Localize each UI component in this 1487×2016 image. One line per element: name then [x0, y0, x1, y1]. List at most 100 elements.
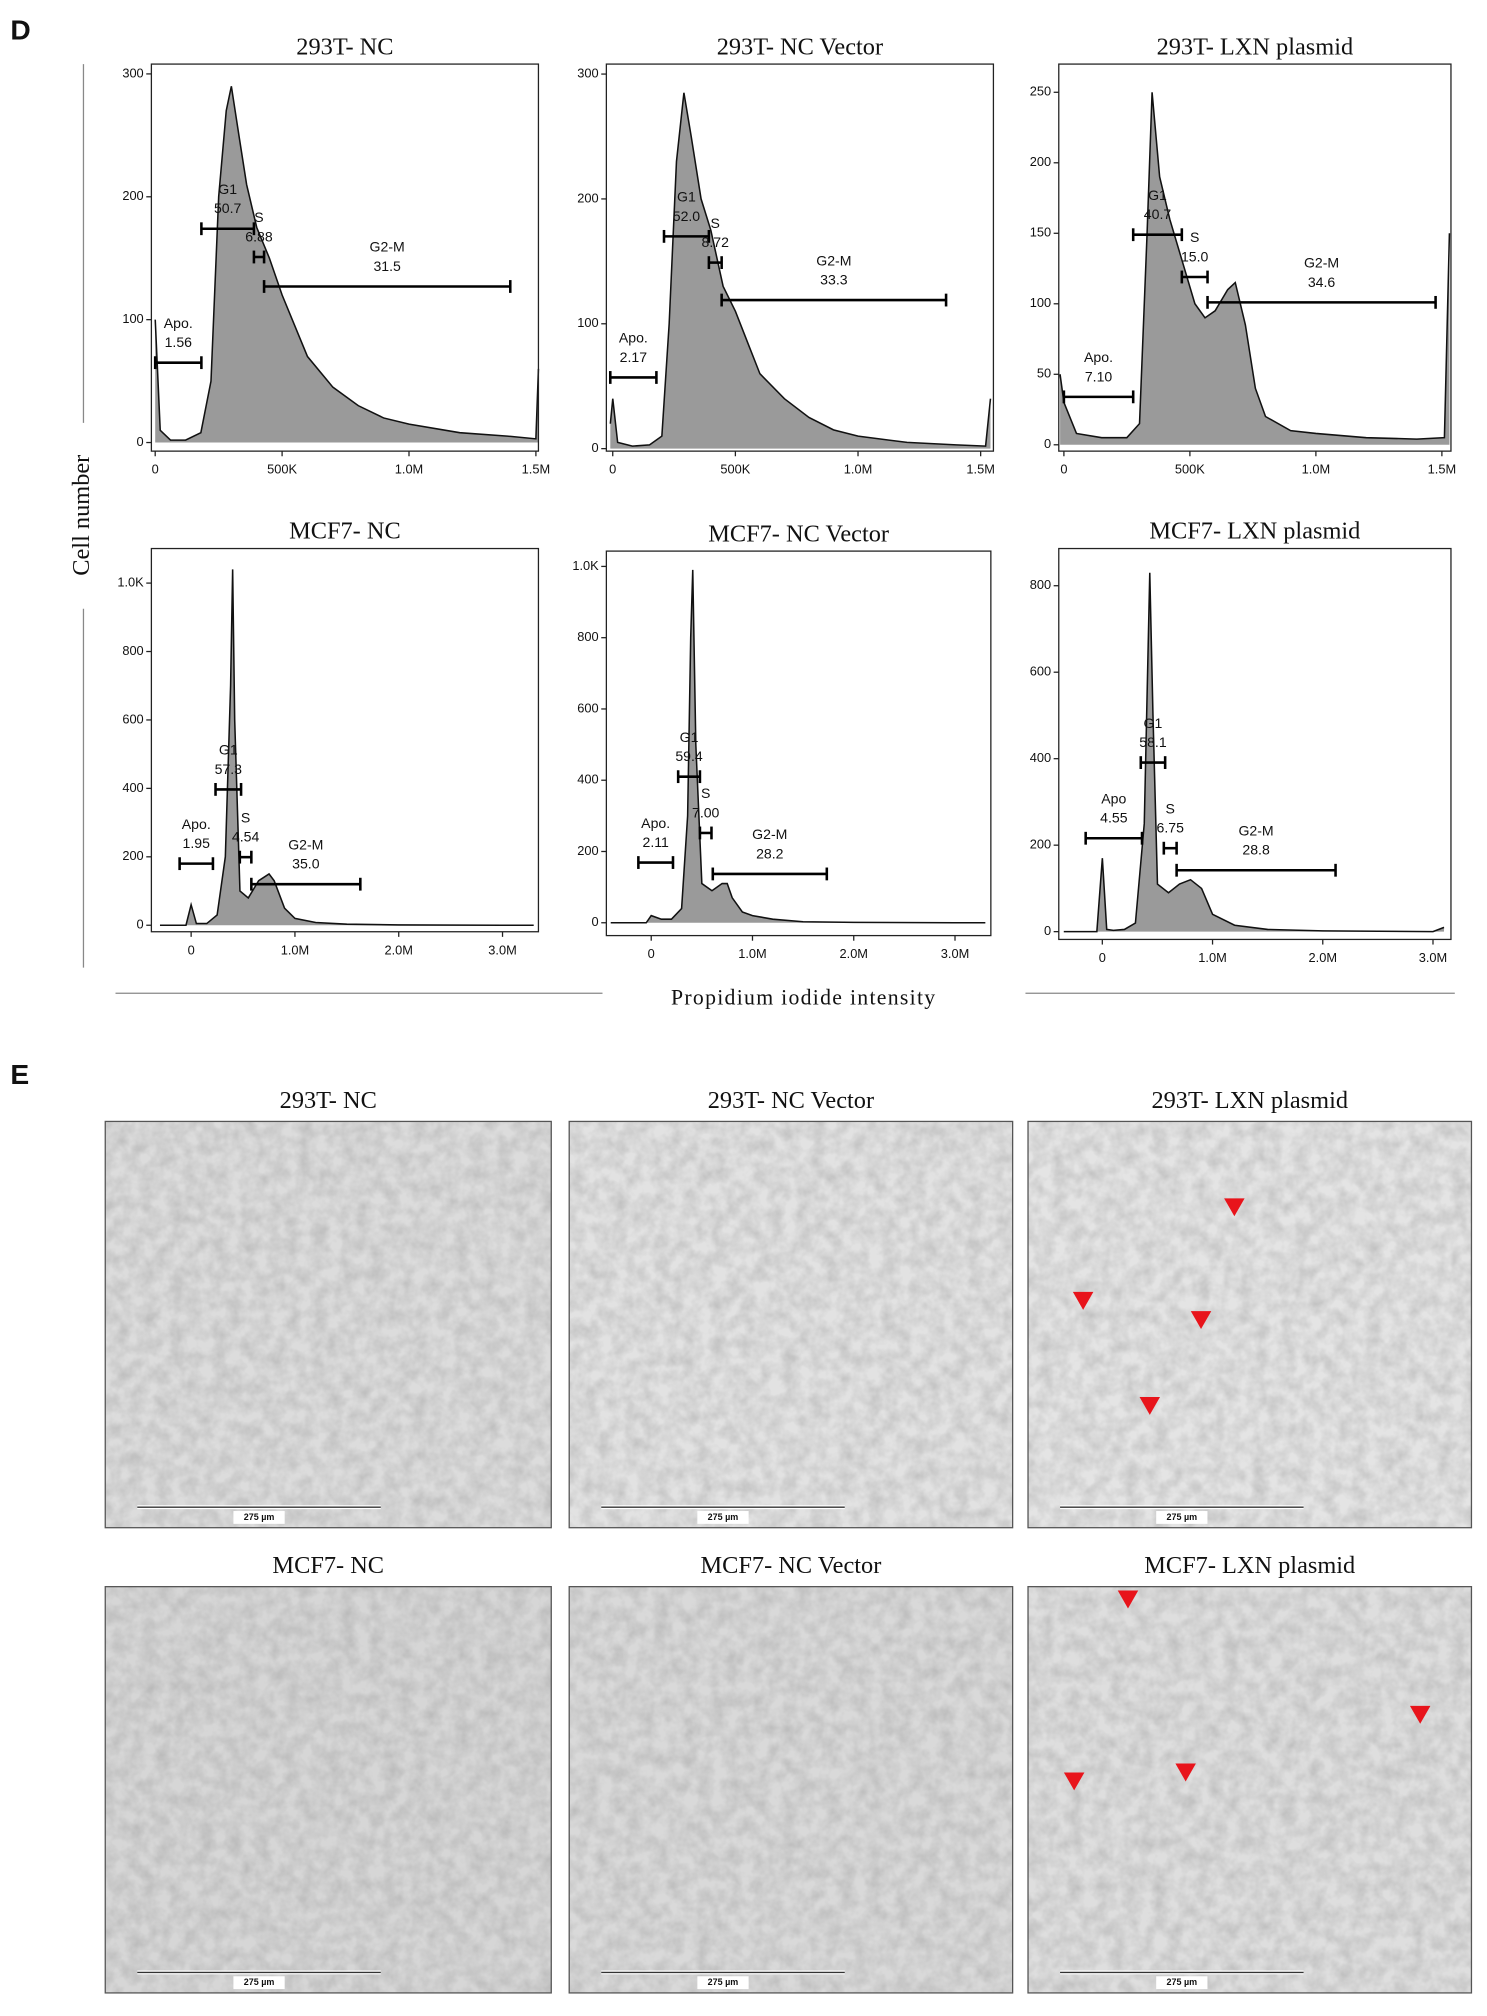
x-tick-label: 0: [1099, 950, 1106, 965]
gate-name: G2-M: [1238, 823, 1273, 839]
arrowhead: [1224, 1198, 1245, 1217]
scale-label-bg: [233, 1976, 285, 1990]
image-title: 293T- NC: [280, 1087, 377, 1114]
y-axis-label: Cell number: [68, 455, 95, 576]
gate-percent: 7.10: [1085, 368, 1113, 384]
chart-title: MCF7- LXN plasmid: [1149, 518, 1360, 545]
image-title: 293T- LXN plasmid: [1151, 1087, 1348, 1114]
x-tick-label: 1.0M: [395, 462, 423, 477]
y-tick-label: 600: [122, 711, 143, 726]
y-tick-label: 200: [122, 848, 143, 863]
gate-name: G1: [1148, 187, 1167, 203]
histogram-fill: [1060, 92, 1450, 445]
histogram-outline: [610, 569, 986, 924]
x-tick-label: 2.0M: [840, 946, 868, 961]
scale-label-bg: [697, 1976, 749, 1990]
x-tick-label: 0: [648, 946, 655, 961]
panel-label: D: [10, 13, 30, 45]
histogram-fill: [155, 86, 539, 443]
y-tick-label: 1.0K: [117, 574, 144, 589]
x-tick-label: 1.0M: [281, 942, 309, 957]
x-tick-label: 1.5M: [522, 462, 550, 477]
gate-percent: 1.56: [165, 334, 193, 350]
y-tick-label: 800: [1030, 577, 1051, 592]
x-tick-label: 1.5M: [1428, 462, 1456, 477]
x-tick-label: 2.0M: [1309, 950, 1337, 965]
scale-bar-label: 275 µm: [244, 1977, 275, 1987]
scale-bar-label: 275 µm: [244, 1512, 275, 1522]
chart-title: 293T- LXN plasmid: [1157, 33, 1354, 60]
gate-percent: 59.4: [675, 748, 703, 764]
y-tick-label: 0: [592, 440, 599, 455]
x-tick-label: 2.0M: [385, 942, 413, 957]
y-tick-label: 400: [1030, 750, 1051, 765]
gate-name: S: [254, 209, 263, 225]
gate-percent: 6.88: [245, 228, 273, 244]
histogram-outline: [154, 86, 540, 441]
chart-title: 293T- NC: [296, 33, 393, 60]
y-tick-label: 300: [577, 65, 598, 80]
y-tick-label: 200: [577, 190, 598, 205]
x-tick-label: 500K: [267, 462, 297, 477]
chart-title: 293T- NC Vector: [717, 33, 883, 60]
gate-percent: 4.55: [1100, 810, 1128, 826]
y-tick-label: 400: [122, 780, 143, 795]
gate-percent: 58.1: [1139, 734, 1167, 750]
gate-percent: 35.0: [292, 856, 320, 872]
micrograph-texture: [105, 1586, 552, 1993]
gate-percent: 8.72: [702, 234, 730, 250]
arrowhead: [1063, 1772, 1085, 1791]
gate-percent: 7.00: [692, 804, 720, 820]
y-tick-label: 600: [1030, 664, 1051, 679]
arrowhead: [1190, 1311, 1212, 1330]
y-tick-label: 200: [1030, 837, 1051, 852]
panel-label: E: [10, 1058, 29, 1090]
scale-bar-label: 275 µm: [708, 1977, 739, 1987]
gate-percent: 15.0: [1181, 248, 1209, 264]
scale-label-bg: [233, 1511, 285, 1524]
arrowhead: [1409, 1705, 1431, 1724]
y-tick-label: 100: [1030, 295, 1051, 310]
scale-label-bg: [697, 1511, 749, 1524]
image-title: MCF7- LXN plasmid: [1144, 1552, 1355, 1579]
y-tick-label: 150: [1030, 225, 1051, 240]
image-title: MCF7- NC Vector: [701, 1552, 882, 1579]
plot-frame: [150, 63, 540, 452]
gate-name: Apo.: [164, 315, 193, 331]
histogram-fill: [610, 92, 991, 449]
gate-percent: 2.11: [643, 834, 670, 850]
gate-name: G2-M: [1304, 255, 1339, 271]
y-tick-label: 0: [137, 917, 144, 932]
gate-name: S: [1166, 800, 1175, 816]
scale-bar-label: 275 µm: [708, 1512, 739, 1522]
y-tick-label: 800: [577, 629, 598, 644]
gate-percent: 28.2: [756, 845, 784, 861]
micrograph-texture: [105, 1121, 552, 1528]
gate-percent: 34.6: [1308, 274, 1336, 290]
x-tick-label: 1.0M: [844, 462, 872, 477]
arrowhead: [1117, 1590, 1139, 1609]
gate-percent: 31.5: [373, 258, 401, 274]
y-tick-label: 100: [577, 315, 598, 330]
x-tick-label: 0: [1060, 462, 1067, 477]
x-tick-label: 1.5M: [966, 462, 994, 477]
gate-name: G2-M: [288, 836, 323, 852]
gate-percent: 2.17: [620, 349, 648, 365]
micrograph-frame: [104, 1120, 552, 1529]
gate-name: S: [701, 785, 710, 801]
micrograph-texture: [569, 1121, 1013, 1528]
gate-name: G2-M: [370, 239, 405, 255]
plot-frame: [150, 547, 540, 933]
plot-frame: [1058, 63, 1452, 452]
micrograph-frame: [1027, 1586, 1473, 1994]
x-tick-label: 0: [152, 462, 159, 477]
y-tick-label: 0: [1044, 436, 1051, 451]
histogram-outline: [1059, 92, 1451, 440]
x-tick-label: 0: [188, 942, 195, 957]
gate-name: G2-M: [816, 252, 851, 268]
scale-bar-label: 275 µm: [1167, 1977, 1198, 1987]
gate-name: Apo.: [182, 816, 211, 832]
micrograph-frame: [104, 1586, 552, 1994]
